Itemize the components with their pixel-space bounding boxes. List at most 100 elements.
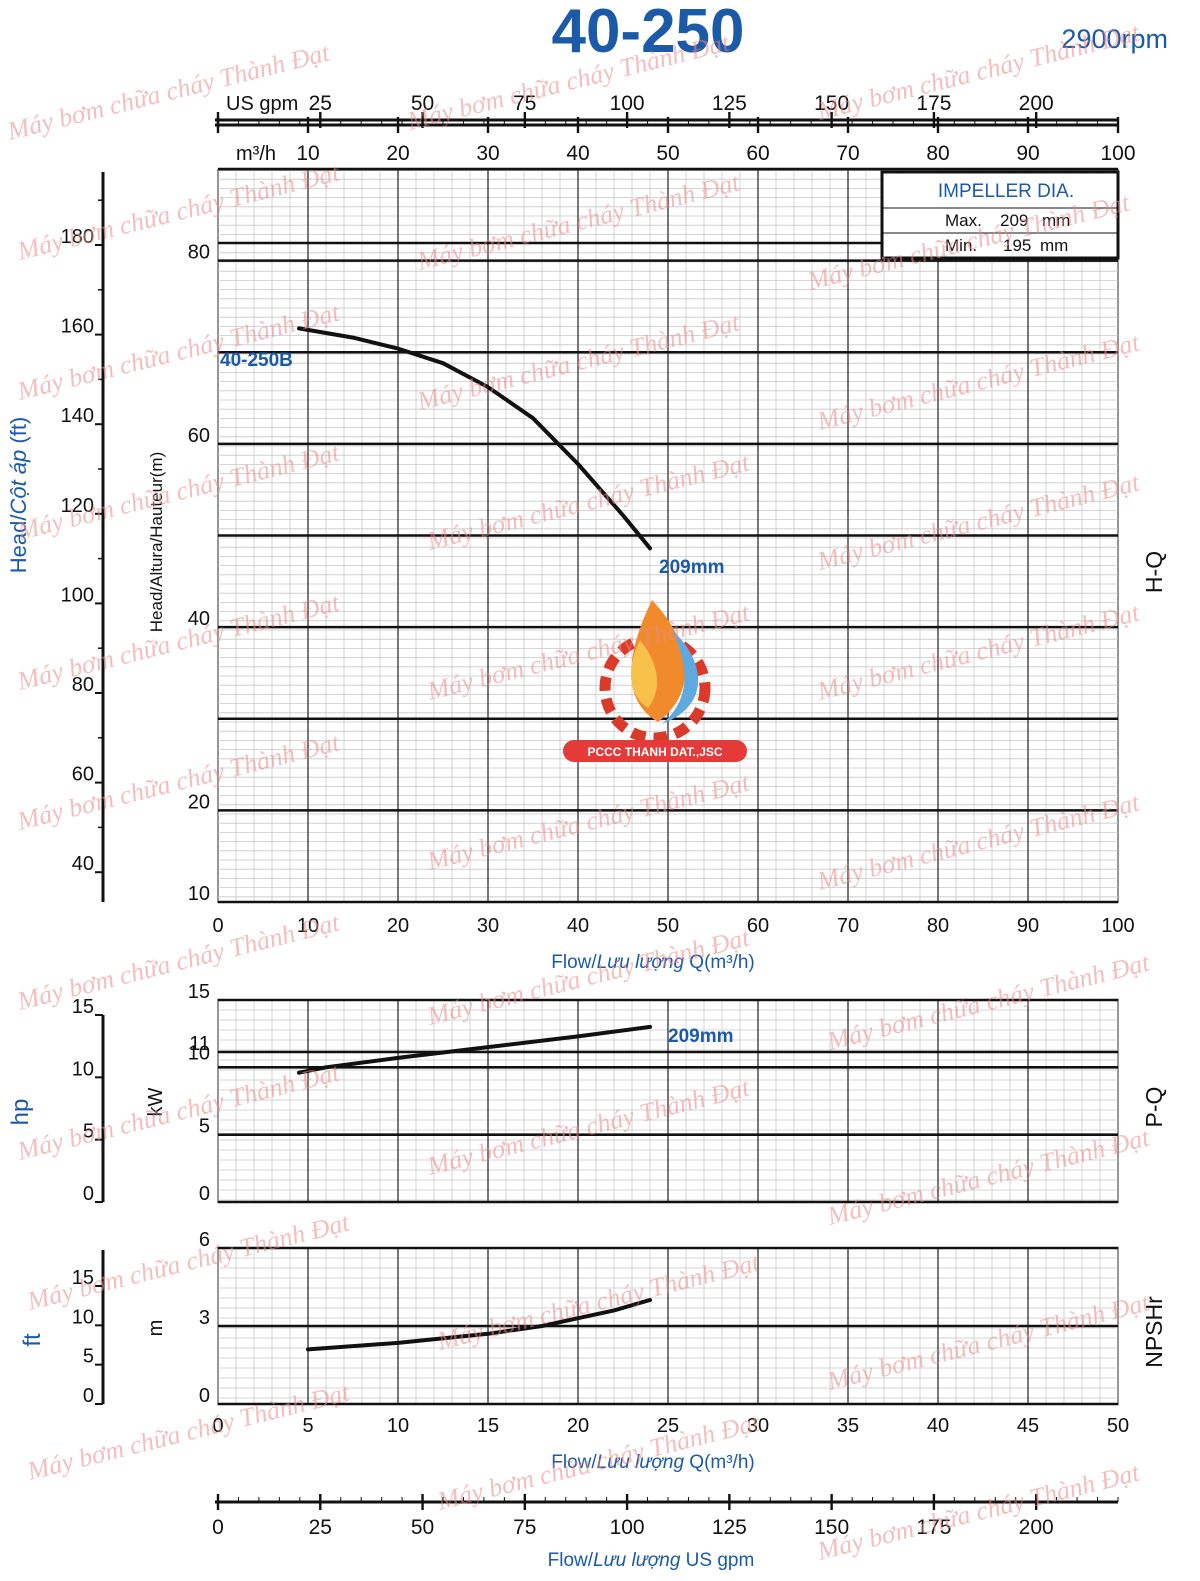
top-m3h-axis-tick-label: 90	[1016, 142, 1039, 165]
hq-x-tick-label: 90	[1017, 915, 1039, 937]
hq-x-tick-label: 50	[657, 915, 679, 937]
top-m3h-axis-tick-label: 30	[476, 142, 499, 165]
speed-label: 2900rpm	[1061, 24, 1168, 54]
npsh-m-tick-label: 0	[199, 1385, 210, 1407]
top-gpm-axis-tick-label: 50	[411, 92, 434, 115]
npsh-x-tick-label: 50	[1107, 1415, 1129, 1437]
pq-kw-tick-label: 0	[199, 1183, 210, 1205]
pq-kw-tick-label: 10	[188, 1042, 210, 1064]
top-m3h-axis-tick-label: 60	[746, 142, 769, 165]
head-ft-tick-label: 80	[72, 674, 94, 696]
npsh-m-tick-label: 3	[199, 1307, 210, 1329]
hq-panel-label: H-Q	[1141, 551, 1167, 593]
top-gpm-unit: US gpm	[226, 93, 298, 115]
bottom-gpm-axis-tick-label: 100	[610, 1516, 645, 1539]
hq-m-tick-label: 60	[188, 425, 210, 447]
hq-x-tick-label: 70	[837, 915, 859, 937]
hp-tick-label: 15	[72, 996, 94, 1018]
top-gpm-axis-tick-label: 125	[712, 92, 747, 115]
top-gpm-axis-tick-label: 75	[513, 92, 536, 115]
head-ft-tick-label: 60	[72, 764, 94, 786]
hq-m-tick-label: 20	[188, 791, 210, 813]
npsh-x-tick-label: 10	[387, 1415, 409, 1437]
pq-kw-tick-label: 11	[189, 1033, 210, 1055]
npsh-flow-label: Flow/Lưu lượng Q(m³/h)	[551, 1452, 754, 1473]
hq-m-tick-label: 40	[188, 608, 210, 630]
ft-tick-label: 5	[83, 1346, 94, 1368]
hq-x-tick-label: 0	[212, 915, 223, 937]
impeller-dia-box: IMPELLER DIA. Max. 209 mm Min. 195 mm	[880, 170, 1120, 260]
head-ft-axis-label: Head/Cột áp (ft)	[6, 417, 31, 574]
pq-kw-tick-label: 15	[188, 981, 210, 1003]
bottom-gpm-axis-tick-label: 125	[712, 1516, 747, 1539]
impeller-min-label: Min.	[945, 236, 977, 255]
head-ft-tick-label: 120	[61, 495, 94, 517]
top-m3h-axis-tick-label: 50	[656, 142, 679, 165]
top-gpm-axis-tick-label: 100	[610, 92, 645, 115]
pq-curve-diameter-label: 209mm	[668, 1026, 734, 1047]
head-ft-tick-label: 140	[61, 405, 94, 427]
watermark-text: Máy bơm chữa cháy Thành Đạt	[813, 18, 1143, 127]
bottom-gpm-flow-label: Flow/Lưu lượng US gpm	[548, 1550, 755, 1571]
head-ft-tick-label: 40	[72, 853, 94, 875]
npsh-x-tick-label: 20	[567, 1415, 589, 1437]
hq-x-tick-label: 10	[297, 915, 319, 937]
bottom-gpm-axis-tick-label: 50	[411, 1516, 434, 1539]
hq-curve-diameter-label: 209mm	[659, 557, 725, 578]
top-m3h-axis-tick-label: 70	[836, 142, 859, 165]
hp-tick-label: 10	[72, 1058, 94, 1080]
top-m3h-axis-tick-label: 100	[1100, 142, 1135, 165]
npsh-x-tick-label: 5	[302, 1415, 313, 1437]
hq-x-tick-label: 60	[747, 915, 769, 937]
npsh-x-tick-label: 15	[477, 1415, 499, 1437]
head-ft-tick-label: 180	[61, 226, 94, 248]
hp-tick-label: 0	[83, 1183, 94, 1205]
bottom-gpm-axis-tick-label: 150	[814, 1516, 849, 1539]
hq-m-tick-label: 10	[188, 883, 210, 905]
logo-text: PCCC THANH DAT.,JSC	[587, 745, 722, 759]
watermark-text: Máy bơm chữa cháy Thành Đạt	[813, 1458, 1143, 1567]
npsh-x-tick-label: 45	[1017, 1415, 1039, 1437]
top-gpm-axis-tick-label: 25	[309, 92, 332, 115]
watermark-text: Máy bơm chữa cháy Thành Đạt	[3, 38, 333, 147]
hq-curve-model-label: 40-250B	[220, 350, 293, 371]
npsh-curve	[306, 1298, 652, 1352]
npsh-x-tick-label: 35	[837, 1415, 859, 1437]
company-logo: PCCC THANH DAT.,JSC	[563, 600, 747, 762]
top-gpm-axis-tick-label: 175	[916, 92, 951, 115]
hq-x-tick-label: 40	[567, 915, 589, 937]
head-ft-tick-label: 100	[61, 584, 94, 606]
bottom-gpm-axis-tick-label: 0	[212, 1516, 224, 1539]
bottom-gpm-axis-tick-label: 25	[309, 1516, 332, 1539]
impeller-max-label: Max.	[945, 211, 982, 230]
chart-title: 40-250	[551, 0, 744, 66]
npsh-m-tick-label: 6	[199, 1229, 210, 1251]
impeller-max-value: 209	[1000, 211, 1028, 230]
hq-x-tick-label: 80	[927, 915, 949, 937]
head-ft-tick-label: 160	[61, 316, 94, 338]
npsh-x-tick-label: 30	[747, 1415, 769, 1437]
npsh-panel-label: NPSHr	[1141, 1296, 1167, 1368]
pq-panel-label: P-Q	[1141, 1087, 1167, 1128]
hq-x-tick-label: 30	[477, 915, 499, 937]
top-gpm-axis-tick-label: 150	[814, 92, 849, 115]
npsh-x-tick-label: 0	[212, 1415, 223, 1437]
ft-axis-label: ft	[19, 1333, 46, 1347]
bottom-gpm-axis-tick-label: 200	[1019, 1516, 1054, 1539]
impeller-max-unit: mm	[1042, 211, 1070, 230]
ft-tick-label: 10	[72, 1306, 94, 1328]
top-gpm-axis-tick-label: 200	[1019, 92, 1054, 115]
hq-x-tick-label: 100	[1101, 915, 1134, 937]
head-m-axis-label: Head/Altura/Hauteur(m)	[147, 452, 166, 632]
kw-axis-label: kW	[145, 1087, 167, 1116]
hq-m-tick-label: 80	[188, 242, 210, 264]
hp-tick-label: 5	[83, 1121, 94, 1143]
npsh-m-axis-label: m	[145, 1320, 167, 1337]
pq-curve-209mm	[297, 1024, 652, 1075]
top-m3h-unit: m³/h	[236, 143, 276, 165]
top-m3h-axis-tick-label: 80	[926, 142, 949, 165]
bottom-gpm-axis-tick-label: 175	[916, 1516, 951, 1539]
top-m3h-axis-tick-label: 20	[386, 142, 409, 165]
hq-flow-label: Flow/Lưu lượng Q(m³/h)	[551, 952, 754, 973]
ft-tick-label: 0	[83, 1385, 94, 1407]
